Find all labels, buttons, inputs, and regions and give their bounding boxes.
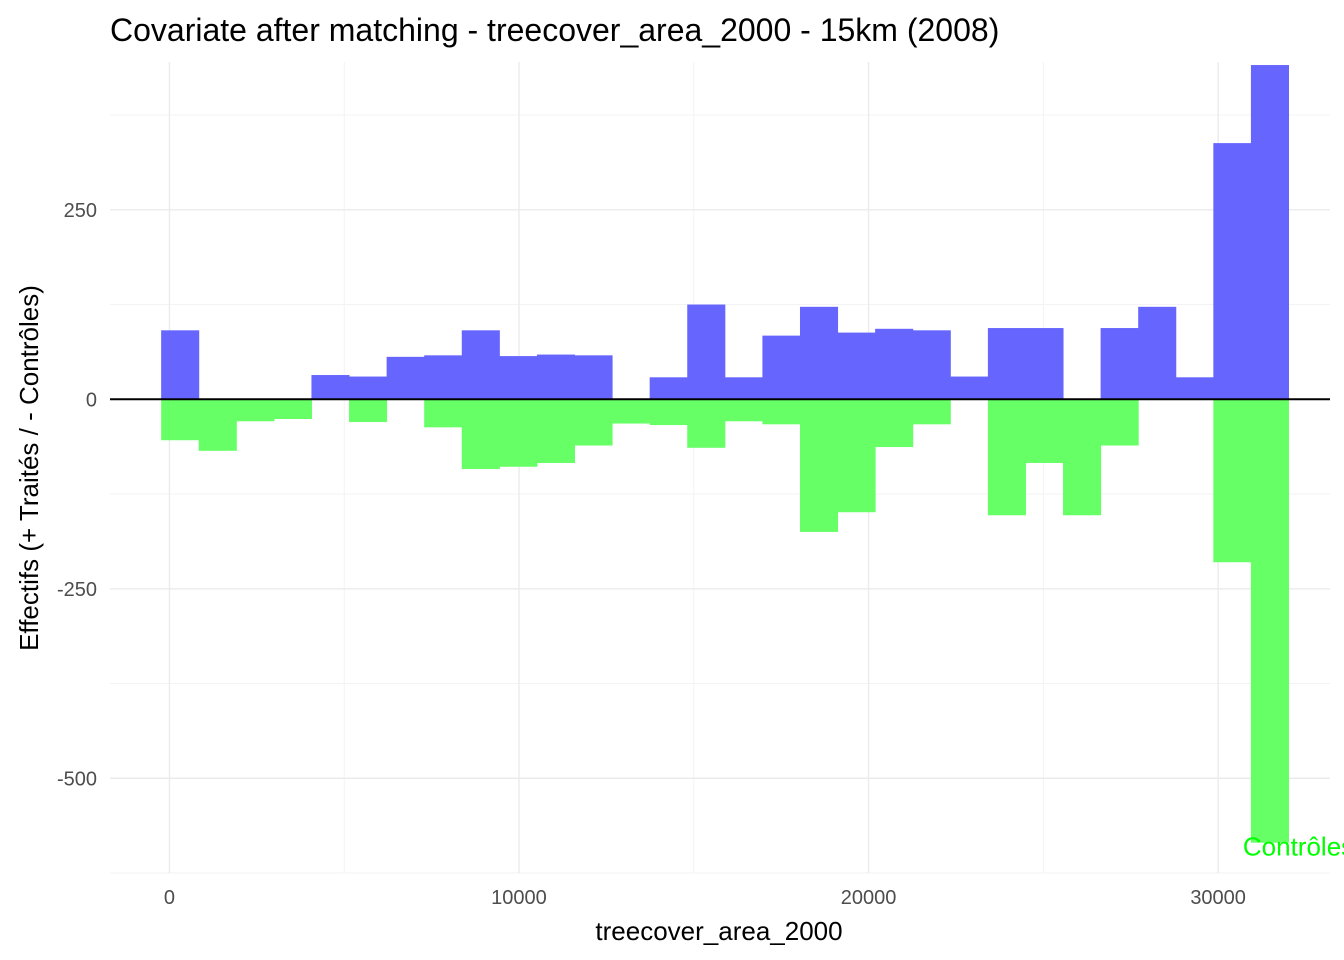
- y-tick-label: 0: [86, 389, 97, 411]
- controls-bar: [273, 399, 312, 419]
- treated-bar: [837, 332, 876, 400]
- chart-title: Covariate after matching - treecover_are…: [110, 12, 999, 48]
- treated-bar: [1100, 328, 1139, 400]
- controls-bar: [236, 399, 275, 422]
- x-axis-title: treecover_area_2000: [595, 916, 842, 946]
- controls-bar: [799, 399, 839, 532]
- treated-bar: [1025, 328, 1064, 400]
- y-tick-label: 250: [64, 200, 97, 222]
- controls-bar: [724, 399, 763, 422]
- controls-bar: [424, 399, 463, 428]
- controls-bar: [574, 399, 613, 446]
- controls-bar: [1100, 399, 1139, 446]
- controls-bar: [461, 399, 500, 470]
- x-axis-tick-labels: 0 10000 20000 30000: [164, 887, 1246, 909]
- controls-bars: [161, 399, 1290, 843]
- treated-bars: [161, 65, 1290, 400]
- treated-bar: [1213, 143, 1252, 400]
- controls-bar: [349, 399, 388, 423]
- treated-bar: [799, 306, 839, 400]
- controls-bar: [762, 399, 801, 425]
- x-tick-label: 0: [164, 887, 175, 909]
- treated-bar: [461, 330, 500, 400]
- controls-bar: [987, 399, 1026, 516]
- treated-bar: [649, 377, 688, 400]
- y-axis-tick-labels: 250 0 -250 -500: [57, 200, 97, 790]
- controls-bar: [1250, 399, 1290, 843]
- treated-bar: [536, 354, 576, 400]
- controls-bar: [161, 399, 200, 441]
- y-tick-label: -500: [57, 768, 97, 790]
- controls-bar: [1063, 399, 1102, 516]
- treated-bar: [161, 330, 200, 400]
- controls-bar: [687, 399, 726, 448]
- controls-bar: [612, 399, 651, 424]
- x-tick-label: 30000: [1190, 887, 1246, 909]
- x-tick-label: 20000: [841, 887, 897, 909]
- controls-bar: [912, 399, 951, 425]
- controls-bar: [1025, 399, 1064, 463]
- treated-bar: [349, 376, 388, 400]
- treated-bar: [386, 356, 425, 400]
- controls-bar: [536, 399, 576, 463]
- treated-bar: [311, 375, 350, 400]
- treated-bar: [912, 330, 951, 400]
- controls-annotation: Contrôles: [1243, 831, 1344, 861]
- controls-bar: [499, 399, 538, 467]
- controls-bar: [198, 399, 237, 451]
- treated-bar: [499, 356, 538, 400]
- x-tick-label: 10000: [491, 887, 547, 909]
- controls-bar: [649, 399, 688, 426]
- treated-bar: [1250, 65, 1290, 400]
- y-axis-title: Effectifs (+ Traités / - Contrôles): [14, 285, 44, 651]
- controls-bar: [1213, 399, 1252, 563]
- treated-bar: [875, 328, 914, 400]
- controls-bar: [875, 399, 914, 448]
- treated-bar: [424, 355, 463, 400]
- treated-bar: [724, 377, 763, 400]
- treated-bar: [1175, 377, 1214, 400]
- treated-bar: [950, 376, 989, 400]
- treated-bar: [574, 355, 613, 400]
- y-tick-label: -250: [57, 579, 97, 601]
- treated-bar: [1138, 306, 1177, 400]
- treated-bar: [687, 304, 726, 400]
- treated-bar: [762, 335, 801, 400]
- treated-bar: [987, 328, 1026, 400]
- controls-bar: [837, 399, 876, 513]
